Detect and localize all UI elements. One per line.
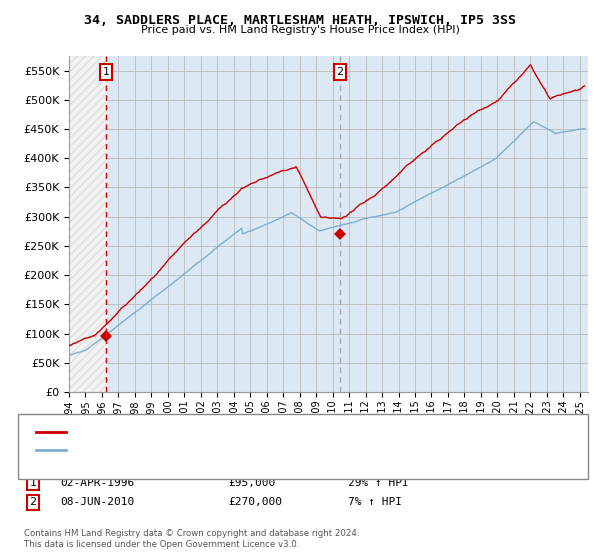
Text: HPI: Average price, detached house, East Suffolk: HPI: Average price, detached house, East…: [72, 445, 372, 455]
Text: Contains HM Land Registry data © Crown copyright and database right 2024.
This d: Contains HM Land Registry data © Crown c…: [24, 529, 359, 549]
Text: 1: 1: [29, 478, 37, 488]
Text: 1: 1: [103, 67, 110, 77]
Text: 29% ↑ HPI: 29% ↑ HPI: [348, 478, 409, 488]
Polygon shape: [69, 56, 106, 392]
Text: 2: 2: [29, 497, 37, 507]
Text: £95,000: £95,000: [228, 478, 275, 488]
Text: £270,000: £270,000: [228, 497, 282, 507]
Text: 08-JUN-2010: 08-JUN-2010: [60, 497, 134, 507]
Text: Price paid vs. HM Land Registry's House Price Index (HPI): Price paid vs. HM Land Registry's House …: [140, 25, 460, 35]
Text: 34, SADDLERS PLACE, MARTLESHAM HEATH, IPSWICH, IP5 3SS: 34, SADDLERS PLACE, MARTLESHAM HEATH, IP…: [84, 14, 516, 27]
Text: 02-APR-1996: 02-APR-1996: [60, 478, 134, 488]
Polygon shape: [69, 56, 106, 392]
Text: 2: 2: [337, 67, 343, 77]
Text: 34, SADDLERS PLACE, MARTLESHAM HEATH, IPSWICH, IP5 3SS (detached house): 34, SADDLERS PLACE, MARTLESHAM HEATH, IP…: [72, 427, 516, 437]
Text: 7% ↑ HPI: 7% ↑ HPI: [348, 497, 402, 507]
